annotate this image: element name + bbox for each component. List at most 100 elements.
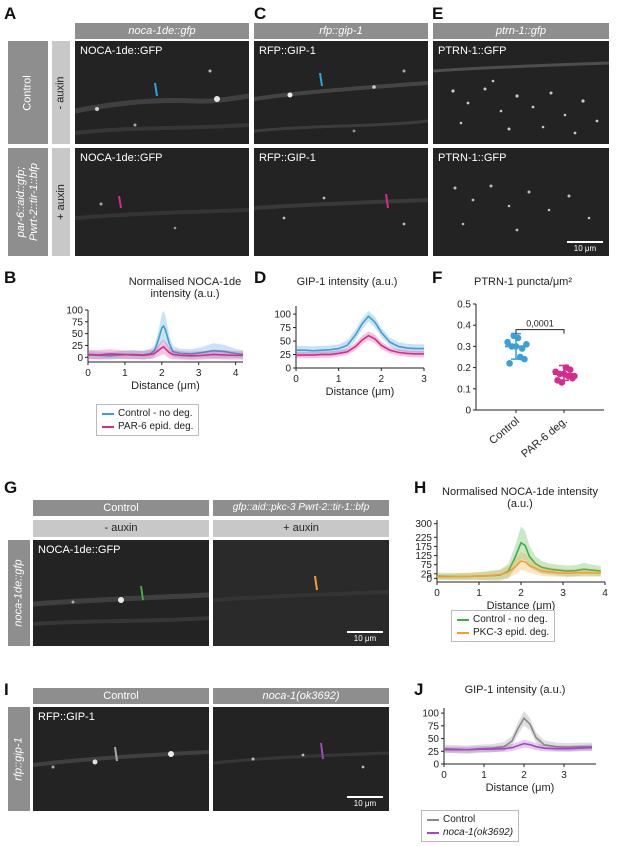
series-line-1 <box>87 345 243 357</box>
series-line-1 <box>296 334 424 356</box>
y-tick-label: 0.3 <box>457 342 471 353</box>
row-label-plus-auxin: + auxin <box>52 148 70 256</box>
label-gip1-control: RFP::GIP-1 <box>259 45 316 57</box>
x-tick-label: Control <box>487 415 522 447</box>
y-tick-label: 25 <box>421 569 433 580</box>
x-tick-label: 4 <box>233 368 239 379</box>
row-label-I: rfp::gip-1 <box>8 707 30 811</box>
label-noca-control: NOCA-1de::GFP <box>80 45 163 57</box>
row-label-minus-auxin: - auxin <box>52 41 70 144</box>
y-tick-label: 50 <box>72 329 84 340</box>
y-tick-label: 0.1 <box>457 384 471 395</box>
x-tick-label: 3 <box>421 374 427 385</box>
x-tick-label: 0 <box>293 374 299 385</box>
panel-letter-F: F <box>432 268 443 287</box>
x-tick-label: 2 <box>379 374 385 385</box>
row-label-par6-degron: par-6::aid::gfp; Pwrt-2::tir-1::bfp <box>8 148 48 256</box>
series-band-0 <box>88 310 243 360</box>
legend-J: Control noca-1(ok3692) <box>421 810 520 842</box>
x-tick-label: 3 <box>561 770 567 781</box>
data-point <box>506 360 513 367</box>
legend-item-control: Control - no deg. <box>102 407 193 420</box>
x-tick-label: 1 <box>476 588 482 599</box>
legend-B: Control - no deg. PAR-6 epid. deg. <box>96 404 200 436</box>
y-tick-label: 25 <box>72 341 84 352</box>
y-tick-label: 25 <box>280 350 292 361</box>
y-tick-label: 0 <box>285 364 291 375</box>
y-tick-label: 0 <box>77 353 83 364</box>
scalebar-I: 10 μm <box>347 796 383 808</box>
x-tick-label: 1 <box>122 368 128 379</box>
series-band-0 <box>444 711 592 754</box>
header-G-pkc3: gfp::aid::pkc-3 Pwrt-2::tir-1::bfp <box>213 500 389 516</box>
micrograph-I-mutant: 10 μm <box>213 707 389 811</box>
micrograph-ptrn1-control: PTRN-1::GFP <box>433 41 609 144</box>
micrograph-noca-par6: NOCA-1de::GFP <box>75 148 249 256</box>
chart-D: 0 25 50 75 100 0 1 2 3 Distance (μm) <box>274 306 427 398</box>
panel-letter-H: H <box>414 478 427 497</box>
y-tick-label: 100 <box>274 310 291 321</box>
micrograph-G-pkc3: 10 μm <box>213 540 389 646</box>
y-tick-label: 75 <box>280 323 292 334</box>
data-point <box>566 366 574 374</box>
data-point <box>521 355 528 363</box>
x-tick-label: 2 <box>518 588 524 599</box>
x-axis-label: Distance (μm) <box>131 380 200 392</box>
x-axis-label: Distance (μm) <box>326 386 395 398</box>
legend-item-control-J: Control <box>427 813 513 826</box>
legend-item-noca1: noca-1(ok3692) <box>427 826 513 839</box>
y-tick-label: 0 <box>426 574 432 585</box>
y-tick-label: 0 <box>465 406 471 417</box>
panel-letter-B: B <box>4 268 17 287</box>
y-tick-label: 25 <box>428 747 440 758</box>
scalebar-E: 10 μm <box>567 241 603 253</box>
row-label-G: noca-1de::gfp <box>8 540 30 646</box>
panel-letter-E: E <box>432 4 444 23</box>
y-tick-label: 175 <box>415 542 432 553</box>
chart-title-H: Normalised NOCA-1de intensity (a.u.) <box>442 486 598 510</box>
legend-H: Control - no deg. PKC-3 epid. deg. <box>451 610 556 642</box>
x-tick-label: 0 <box>85 368 91 379</box>
label-ptrn1-control: PTRN-1::GFP <box>438 45 507 57</box>
y-tick-label: 50 <box>428 734 440 745</box>
panel-letter-J: J <box>414 680 424 699</box>
panel-letter-C: C <box>254 4 267 23</box>
micrograph-noca-control: NOCA-1de::GFP <box>75 41 249 144</box>
chart-title-F: PTRN-1 puncta/μm² <box>473 276 573 288</box>
x-tick-label: PAR-6 deg. <box>519 415 570 460</box>
chart-title-J: GIP-1 intensity (a.u.) <box>464 684 566 696</box>
label-G-control: NOCA-1de::GFP <box>38 544 121 556</box>
series-band-0 <box>437 526 601 581</box>
y-tick-label: 75 <box>428 721 440 732</box>
label-gip1-par6: RFP::GIP-1 <box>259 152 316 164</box>
label-ptrn1-par6: PTRN-1::GFP <box>438 152 507 164</box>
y-tick-label: 75 <box>72 317 84 328</box>
micrograph-ptrn1-par6: PTRN-1::GFP 10 μm <box>433 148 609 256</box>
panel-letter-G: G <box>4 478 18 497</box>
x-axis-label: Distance (μm) <box>487 600 556 610</box>
panel-letter-I: I <box>4 680 9 699</box>
y-tick-label: 300 <box>415 519 432 530</box>
micrograph-gip1-control: RFP::GIP-1 <box>254 41 428 144</box>
legend-item-pkc3: PKC-3 epid. deg. <box>457 626 549 639</box>
panel-letter-A: A <box>4 4 17 23</box>
header-I-mutant: noca-1(ok3692) <box>213 688 389 704</box>
x-tick-label: 3 <box>196 368 202 379</box>
y-tick-label: 0.5 <box>457 300 471 311</box>
subheader-G-plus-auxin: + auxin <box>213 520 389 537</box>
y-tick-label: 100 <box>422 709 439 720</box>
header-I-control: Control <box>33 688 209 704</box>
x-tick-label: 1 <box>336 374 342 385</box>
x-tick-label: 1 <box>481 770 487 781</box>
label-noca-par6: NOCA-1de::GFP <box>80 152 163 164</box>
scalebar-G: 10 μm <box>347 631 383 643</box>
header-ptrn-1-gfp: ptrn-1::gfp <box>433 23 609 39</box>
x-tick-label: 2 <box>159 368 165 379</box>
y-tick-label: 0.4 <box>457 321 471 332</box>
significance-bracket <box>515 329 565 334</box>
label-I-control: RFP::GIP-1 <box>38 711 95 723</box>
chart-title-B: Normalised NOCA-1de intensity (a.u.) <box>128 276 242 300</box>
legend-item-par6: PAR-6 epid. deg. <box>102 420 193 433</box>
